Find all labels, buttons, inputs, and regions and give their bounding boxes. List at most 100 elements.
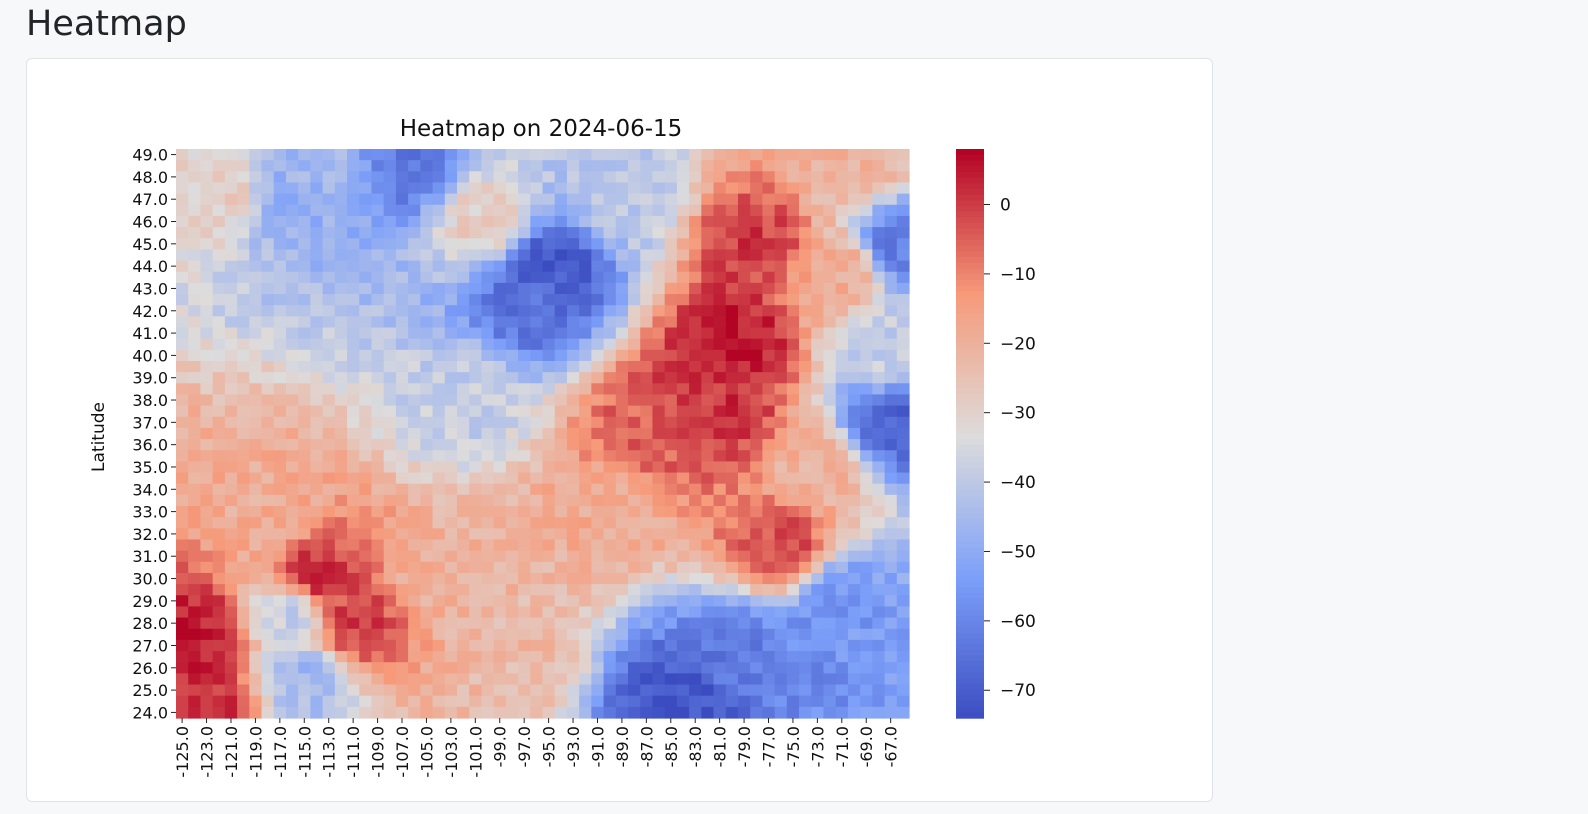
heatmap-cell <box>395 450 409 462</box>
heatmap-cell <box>237 349 250 362</box>
heatmap-cell <box>347 662 360 674</box>
heatmap-cell <box>554 617 568 630</box>
heatmap-cell <box>591 450 605 462</box>
heatmap-cell <box>554 249 568 262</box>
heatmap-cell <box>261 149 275 161</box>
heatmap-cell <box>505 316 519 329</box>
heatmap-cells <box>176 149 910 719</box>
heatmap-cell <box>664 539 678 552</box>
heatmap-cell <box>835 628 849 641</box>
heatmap-cell <box>799 472 812 485</box>
heatmap-cell <box>481 595 495 608</box>
heatmap-cell <box>359 706 373 719</box>
heatmap-cell <box>725 171 739 184</box>
heatmap-cell <box>359 260 373 273</box>
heatmap-cell <box>224 550 238 563</box>
heatmap-cell <box>176 182 189 195</box>
heatmap-cell <box>847 595 861 608</box>
heatmap-cell <box>689 550 702 563</box>
heatmap-cell <box>456 662 470 674</box>
heatmap-cell <box>591 394 605 407</box>
heatmap-cell <box>224 695 238 708</box>
heatmap-cell <box>347 160 360 172</box>
heatmap-cell <box>359 427 373 440</box>
heatmap-cell <box>200 204 214 217</box>
heatmap-cell <box>762 561 776 574</box>
heatmap-cell <box>701 651 715 663</box>
heatmap-cell <box>811 271 825 284</box>
heatmap-cell <box>334 684 348 697</box>
heatmap-cell <box>872 271 886 284</box>
heatmap-cell <box>176 349 189 362</box>
heatmap-cell <box>737 249 751 262</box>
heatmap-cell <box>383 316 397 329</box>
heatmap-cell <box>383 394 397 407</box>
heatmap-cell <box>456 450 470 462</box>
heatmap-cell <box>505 427 519 440</box>
heatmap-cell <box>273 595 287 608</box>
heatmap-cell <box>395 372 409 384</box>
heatmap-cell <box>261 227 275 239</box>
heatmap-cell <box>456 706 470 719</box>
heatmap-cell <box>334 561 348 574</box>
heatmap-cell <box>188 271 202 284</box>
heatmap-cell <box>554 372 568 384</box>
heatmap-cell <box>334 651 348 663</box>
heatmap-cell <box>371 227 385 239</box>
heatmap-cell <box>359 506 373 518</box>
heatmap-cell <box>652 215 666 228</box>
heatmap-cell <box>395 461 409 474</box>
heatmap-cell <box>444 684 458 697</box>
heatmap-cell <box>640 160 654 172</box>
heatmap-cell <box>432 695 446 708</box>
heatmap-cell <box>273 461 287 474</box>
heatmap-cell <box>224 506 238 518</box>
heatmap-cell <box>725 260 739 273</box>
heatmap-cell <box>200 238 214 251</box>
heatmap-cell <box>566 372 580 384</box>
heatmap-cell <box>701 550 715 563</box>
heatmap-cell <box>408 260 421 273</box>
heatmap-cell <box>212 338 226 351</box>
heatmap-cell <box>591 528 605 541</box>
x-tick-label: -87.0 <box>637 726 656 767</box>
heatmap-cell <box>359 327 373 340</box>
heatmap-cell <box>676 695 690 708</box>
heatmap-cell <box>310 372 324 384</box>
heatmap-cell <box>395 349 409 362</box>
heatmap-cell <box>860 617 873 630</box>
heatmap-cell <box>823 327 837 340</box>
heatmap-cell <box>811 628 825 641</box>
heatmap-cell <box>371 394 385 407</box>
heatmap-cell <box>212 372 226 384</box>
heatmap-cell <box>383 651 397 663</box>
heatmap-cell <box>347 439 360 451</box>
heatmap-cell <box>762 383 776 396</box>
heatmap-cell <box>689 461 702 474</box>
heatmap-cell <box>676 338 690 351</box>
heatmap-cell <box>652 539 666 552</box>
heatmap-cell <box>432 249 446 262</box>
heatmap-cell <box>799 282 812 295</box>
heatmap-cell <box>615 305 629 317</box>
heatmap-cell <box>762 360 776 373</box>
heatmap-cell <box>261 539 275 552</box>
heatmap-cell <box>615 539 629 552</box>
heatmap-cell <box>188 572 202 585</box>
heatmap-cell <box>347 394 360 407</box>
heatmap-cell <box>835 494 849 507</box>
heatmap-cell <box>310 673 324 686</box>
heatmap-cell <box>701 450 715 462</box>
heatmap-cell <box>652 249 666 262</box>
heatmap-cell <box>737 204 751 217</box>
heatmap-cell <box>835 662 849 674</box>
heatmap-cell <box>860 182 873 195</box>
heatmap-cell <box>701 506 715 518</box>
heatmap-cell <box>383 561 397 574</box>
heatmap-cell <box>884 416 898 429</box>
heatmap-cell <box>505 639 519 652</box>
heatmap-cell <box>530 639 544 652</box>
heatmap-cell <box>737 561 751 574</box>
heatmap-cell <box>481 338 495 351</box>
heatmap-cell <box>530 316 544 329</box>
